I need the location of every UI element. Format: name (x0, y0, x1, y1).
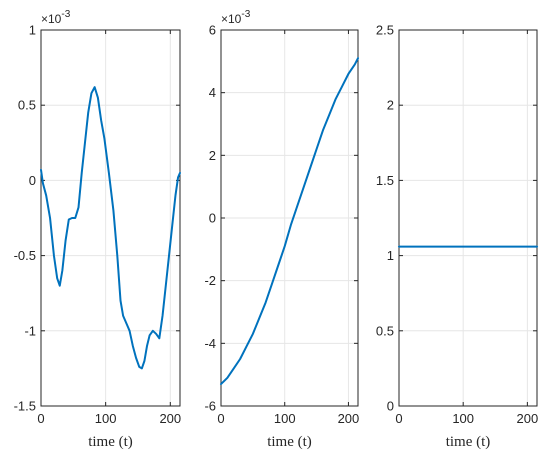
series-line (220, 57, 359, 386)
x-tick-label: 200 (517, 411, 539, 426)
x-tick-label: 100 (95, 411, 117, 426)
series-line (40, 86, 181, 370)
y-tick-label: 0.5 (18, 98, 36, 113)
y-tick-label: 1 (387, 248, 394, 263)
x-tick-label: 0 (395, 411, 402, 426)
x-tick-label: 200 (338, 411, 360, 426)
y-scale-base: ×10 (41, 12, 62, 26)
y-tick-label: 0 (29, 173, 36, 188)
y-tick-label: 6 (209, 23, 216, 38)
y-tick-label: 0 (209, 211, 216, 226)
x-tick-label: 200 (159, 411, 181, 426)
y-tick-label: -1.5 (14, 399, 36, 414)
y-tick-label: -0.5 (14, 248, 36, 263)
y-tick-label: -2 (204, 273, 216, 288)
chart-panel-2: 0 100 200 -6 -4 -2 0 2 4 6 ×10-3 time (t) (204, 9, 359, 450)
y-tick-label: 0.5 (376, 323, 394, 338)
y-scale-factor: ×10-3 (41, 9, 71, 26)
y-scale-factor: ×10-3 (221, 9, 251, 26)
y-tick-label: 2.5 (376, 23, 394, 38)
chart-panel-3: 0 100 200 0 0.5 1 1.5 2 2.5 time (t) (376, 23, 538, 451)
y-tick-label: 4 (209, 85, 216, 100)
y-tick-label: -6 (204, 399, 216, 414)
x-tick-label: 100 (452, 411, 474, 426)
y-tick-label: -4 (204, 336, 216, 351)
chart-panel-1: 0 100 200 -1.5 -1 -0.5 0 0.5 1 ×10-3 time (t) (14, 9, 182, 450)
x-tick-label: 0 (37, 411, 44, 426)
y-tick-label: 1.5 (376, 173, 394, 188)
x-axis-label: time (t) (88, 434, 133, 450)
x-tick-label: 100 (274, 411, 296, 426)
axes-box (40, 29, 181, 407)
y-tick-label: 2 (209, 148, 216, 163)
x-tick-label: 0 (217, 411, 224, 426)
y-scale-exponent: -3 (61, 9, 70, 20)
y-tick-label: 0 (387, 399, 394, 414)
x-axis-label: time (t) (446, 434, 491, 450)
y-tick-label: 1 (29, 23, 36, 38)
y-scale-base: ×10 (221, 12, 242, 26)
y-tick-label: -1 (24, 323, 36, 338)
y-scale-exponent: -3 (241, 9, 250, 20)
axes-box (398, 29, 538, 407)
x-axis-label: time (t) (267, 434, 312, 450)
y-tick-label: 2 (387, 98, 394, 113)
